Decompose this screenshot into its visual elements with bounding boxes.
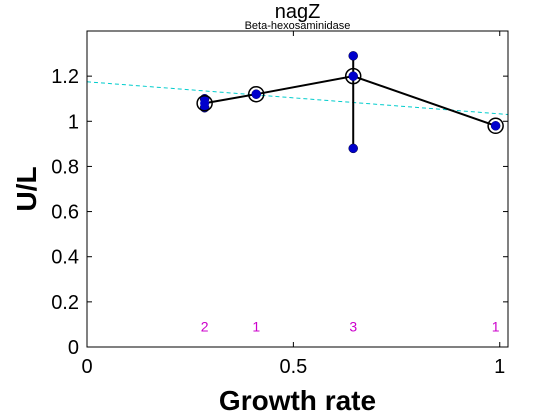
y-tick-label: 1.2 [51,66,79,88]
y-tick-label: 0.4 [51,247,79,269]
mean-marker [196,94,213,112]
replicate-count-label: 1 [492,319,500,335]
replicate-count-label: 2 [201,319,209,335]
trend-line [87,81,508,116]
mean-point [200,98,210,108]
y-tick-label: 1 [68,111,79,133]
y-tick-label: 0.8 [51,156,79,178]
y-tick-label: 0.2 [51,292,79,314]
x-axis-label: Growth rate [219,385,376,416]
x-tick-label: 0.5 [279,356,307,378]
x-tick-label: 0 [81,356,92,378]
replicate-point [348,143,358,154]
chart-title: nagZ [275,1,321,23]
trend-line-group [87,81,508,116]
mean-point [348,71,358,81]
mean-marker [344,67,362,85]
replicate-count-label: 1 [252,319,260,335]
chart-subtitle: Beta-hexosaminidase [245,20,351,32]
y-tick-label: 0.6 [51,202,79,224]
plot-area: 2 1 3 1 [87,51,508,335]
mean-marker [247,85,265,103]
replicate-point [348,51,358,61]
x-tick-label: 1 [494,356,505,378]
mean-marker [487,117,504,135]
axes-box [86,30,509,348]
mean-point [251,89,261,99]
y-axis-label: U/L [11,166,42,211]
y-tick-label: 0 [68,337,79,359]
replicate-count-label: 3 [349,319,357,335]
mean-point [491,121,501,131]
mean-line [204,75,496,127]
axis-ticks: 0 0.5 1 0 0.2 0.4 0.6 0.8 1 1.2 [51,31,508,378]
